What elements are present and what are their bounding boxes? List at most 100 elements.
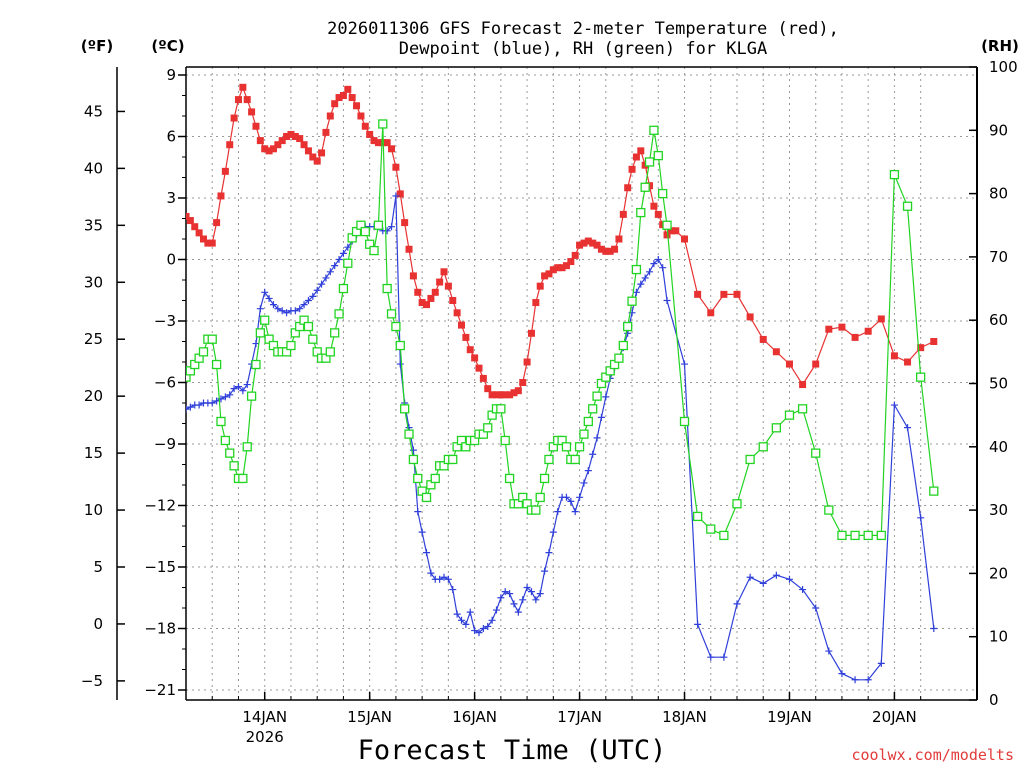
dewpoint-point: [186, 403, 194, 411]
dewpoint-point: [440, 573, 448, 581]
dewpoint-point: [637, 280, 645, 288]
temperature-point: [838, 323, 846, 331]
temperature-point: [199, 235, 207, 243]
fahrenheit-tick-label: 5: [93, 558, 103, 576]
temperature-point: [300, 141, 308, 149]
dewpoint-point: [388, 223, 396, 231]
dewpoint-point: [436, 575, 444, 583]
temperature-point: [615, 235, 623, 243]
dewpoint-point: [646, 268, 654, 276]
dewpoint-point: [659, 264, 667, 272]
rh-point: [771, 423, 782, 433]
dewpoint-point: [453, 610, 461, 618]
rh-point: [889, 169, 900, 180]
gridlines: [186, 67, 977, 700]
rh-point: [225, 448, 235, 458]
dewpoint-point: [654, 256, 662, 263]
dewpoint-point: [221, 393, 229, 401]
dewpoint-point: [532, 596, 540, 604]
dewpoint-point: [501, 588, 509, 596]
temperature-point: [213, 219, 221, 227]
rh-point: [504, 473, 515, 484]
dewpoint-point: [877, 659, 885, 667]
rh-point: [391, 321, 401, 332]
temperature-point: [374, 139, 382, 147]
dewpoint-point: [414, 508, 422, 516]
rh-point: [627, 296, 637, 306]
dewpoint-point: [234, 383, 242, 391]
dewpoint-point: [580, 479, 588, 487]
dewpoint-point: [492, 606, 500, 614]
dewpoint-point: [339, 249, 347, 257]
dewpoint-point: [536, 590, 544, 598]
temperature-point: [799, 381, 807, 389]
temperature-point: [248, 108, 256, 116]
rh-point: [561, 442, 572, 452]
temperature-point: [611, 245, 619, 253]
temperature-point: [654, 210, 662, 218]
temperature-point: [930, 338, 938, 345]
rh-point: [544, 454, 554, 465]
temperature-point: [562, 262, 570, 270]
rh-point: [574, 442, 585, 452]
dewpoint-point: [510, 600, 518, 608]
fahrenheit-tick-label: 35: [84, 216, 103, 234]
dewpoint-point: [554, 508, 562, 516]
temperature-point: [278, 137, 286, 145]
temperature-point: [694, 290, 702, 298]
rh-point: [500, 435, 510, 446]
temperature-point: [510, 389, 518, 397]
dewpoint-point: [799, 586, 807, 594]
rh-tick-label: 70: [989, 248, 1008, 266]
temperature-point: [269, 145, 277, 153]
dewpoint-point: [444, 575, 452, 583]
x-tick-label: 16JAN: [452, 708, 497, 726]
rh-point: [758, 442, 768, 452]
temperature-point: [322, 128, 330, 136]
temperature-point: [309, 153, 317, 161]
rh-tick-label: 90: [989, 121, 1008, 139]
axes: 9630−3−6−9−12−15−18−21454035302520151050…: [81, 58, 1018, 746]
rh-point: [251, 359, 261, 370]
rh-point: [496, 404, 506, 414]
fahrenheit-tick-label: 15: [84, 444, 103, 462]
temperature-point: [414, 288, 422, 296]
temperature-point: [204, 239, 212, 247]
temperature-point: [851, 333, 859, 341]
temperature-point: [401, 219, 409, 227]
dewpoint-point: [475, 629, 483, 637]
dewpoint-point: [589, 450, 597, 458]
rh-point: [797, 404, 808, 414]
temperature-point: [388, 145, 396, 153]
dewpoint-point: [838, 670, 846, 678]
dewpoint-point: [602, 393, 610, 401]
rh-point: [338, 283, 349, 294]
rh-tick-label: 10: [989, 628, 1008, 646]
rh-point: [386, 309, 397, 319]
temperature-point: [396, 190, 404, 198]
rh-point: [330, 328, 340, 338]
rh-point: [732, 499, 742, 509]
dewpoint-point: [462, 620, 470, 628]
temperature-point: [549, 266, 557, 274]
x-tick-label: 19JAN: [767, 708, 812, 726]
celsius-tick-label: 6: [166, 128, 176, 146]
temperature-point: [370, 137, 378, 145]
fahrenheit-tick-label: 0: [93, 615, 103, 633]
dewpoint-point: [584, 467, 592, 475]
credit-text: coolwx.com/modelts: [851, 746, 1014, 764]
temperature-point: [261, 145, 269, 153]
temperature-point: [681, 235, 689, 243]
dewpoint-point: [457, 616, 465, 624]
dewpoint-point: [256, 305, 264, 313]
temperature-point: [475, 364, 483, 372]
temperature-point: [243, 96, 251, 104]
x-tick-label: 15JAN: [347, 708, 392, 726]
temperature-point: [335, 94, 343, 102]
temperature-point: [208, 239, 216, 247]
celsius-tick-label: −18: [144, 620, 176, 638]
rh-point: [837, 530, 847, 541]
x-tick-label: 17JAN: [557, 708, 602, 726]
dewpoint-point: [409, 446, 417, 454]
